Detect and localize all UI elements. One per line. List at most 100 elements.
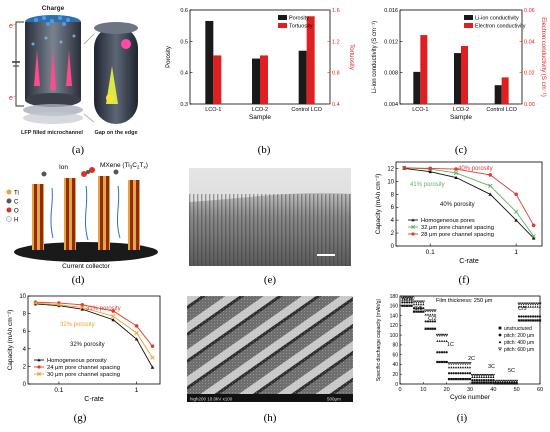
cycle-point (512, 379, 516, 383)
rate-label: C/2 (428, 316, 437, 322)
cycle-point (400, 296, 404, 300)
cycle-point (440, 339, 444, 342)
cycle-point (436, 360, 439, 364)
cycle-point (475, 378, 479, 382)
data-point (111, 309, 116, 313)
cycle-point (473, 376, 476, 379)
cycle-point (501, 379, 505, 383)
porosity-annotation: 31% porosity (86, 306, 121, 312)
cycle-point (419, 300, 423, 304)
plot-frame (27, 295, 161, 385)
y-tick-label: 180 (390, 294, 399, 300)
cycle-point (468, 366, 472, 369)
cycle-point (480, 374, 484, 377)
data-point (111, 314, 116, 319)
cycle-point (454, 378, 458, 381)
lfp-microchannel-label: LFP filled microchannel (21, 130, 83, 136)
category-label: LCO-2 (453, 107, 469, 113)
cycle-point (426, 309, 430, 313)
cycle-point (433, 309, 437, 313)
y-tick-label: 140 (390, 313, 399, 319)
cycle-point (443, 339, 446, 342)
cycle-point (482, 378, 486, 382)
cycle-point (473, 374, 477, 377)
y-tick-label: 2 (23, 364, 27, 370)
cycle-point (468, 378, 472, 381)
cycle-point (480, 378, 483, 382)
cycle-point (475, 374, 479, 377)
mxene-label: MXene (Ti3C2Tx) (100, 162, 148, 170)
cycle-point (487, 378, 490, 382)
cycle-point (438, 333, 442, 337)
cycle-point (440, 360, 444, 364)
caption-b: (b) (257, 144, 271, 156)
y2-tick-label: 1.2 (332, 39, 340, 45)
cycle-point (459, 362, 463, 366)
cycle-point (536, 315, 539, 318)
data-point (514, 192, 518, 197)
cycle-point (421, 300, 425, 304)
series-line-0 (35, 303, 153, 368)
y-tick-label: 20 (392, 372, 398, 378)
cycle-point (445, 351, 448, 354)
capacity-crate-chart-g: 0 2 4 6 8 10 0.1 1 31% porosity 32% porosity 32% p… (7, 294, 161, 403)
legend-marker (498, 347, 502, 352)
sem-image-h: high200 10.0kV x100 500μm (187, 296, 353, 402)
legend-entry: pitch: 400 μm (504, 340, 534, 346)
cycle-point (447, 366, 451, 369)
x-tick-label: 1 (135, 387, 139, 394)
cycle-point (527, 319, 530, 322)
x-axis-label: Sample (450, 114, 472, 121)
data-point (80, 303, 85, 307)
cycle-point (410, 301, 413, 304)
series-line-2 (404, 167, 535, 226)
cycle-point (492, 376, 495, 379)
y-tick-label: 6 (23, 329, 27, 335)
y-tick-label: 60 (392, 352, 398, 358)
legend-entry: Li-ion conductivity (475, 16, 519, 22)
panel-c-chart: 0.004 0.008 0.012 0.016 0.00 0.02 0.04 0.06 LCO-… (368, 4, 548, 140)
cycle-point (429, 327, 432, 330)
y-axis-label: Capacity (mAh cm⁻²) (375, 174, 382, 235)
caption-g: (g) (73, 412, 87, 424)
legend-marker (37, 358, 41, 362)
cycle-point (538, 319, 542, 322)
bar-porosity-2 (298, 50, 307, 104)
cycle-point (498, 379, 502, 383)
cycle-point (429, 320, 432, 323)
cycle-point (436, 339, 439, 342)
cycle-point (412, 307, 416, 310)
cycle-point (520, 305, 523, 308)
cycle-point (480, 381, 483, 384)
legend-entry: 24 μm pore channel spacing (47, 365, 120, 371)
data-point (453, 170, 459, 176)
legend-swatch (464, 15, 473, 20)
legend-entry: Tortuosity (289, 24, 313, 30)
y2-axis-label: Electron conductivity (S cm⁻¹) (540, 17, 546, 97)
panel-i-chart: 0 20 40 60 80 100 120 140 160 180 0 10 20 30 40 50 60 C/1… (372, 292, 548, 410)
cycle-point (435, 333, 439, 337)
rate-label: 2C (468, 356, 475, 362)
cycle-point (526, 302, 530, 306)
y-tick-label: 10 (19, 294, 26, 300)
chart-title: Film thickness: 250 μm (436, 298, 493, 304)
cycle-point (536, 305, 539, 308)
legend-entry: unstructured (504, 326, 532, 332)
y-axis-label: Li-ion conductivity (S cm⁻¹) (372, 21, 378, 93)
cycle-point (408, 298, 411, 301)
cycle-point (517, 319, 521, 322)
cycle-point (452, 378, 455, 381)
y-tick-label: 100 (390, 333, 399, 339)
panel-d-illustration: Ti C O H Ion MXene (Ti3C2Tx) Current col… (4, 158, 162, 270)
porosity-annotation: 40% porosity (458, 166, 493, 172)
y-tick-label: 0.008 (384, 71, 398, 77)
cycle-point (447, 378, 451, 381)
cycle-point (522, 319, 525, 322)
cycle-point (438, 351, 441, 354)
cycle-point (487, 374, 491, 377)
data-point (514, 218, 518, 222)
cycle-point (440, 333, 444, 337)
cycle-point (401, 304, 404, 307)
cycle-point (527, 315, 530, 318)
cycle-point (482, 376, 486, 379)
